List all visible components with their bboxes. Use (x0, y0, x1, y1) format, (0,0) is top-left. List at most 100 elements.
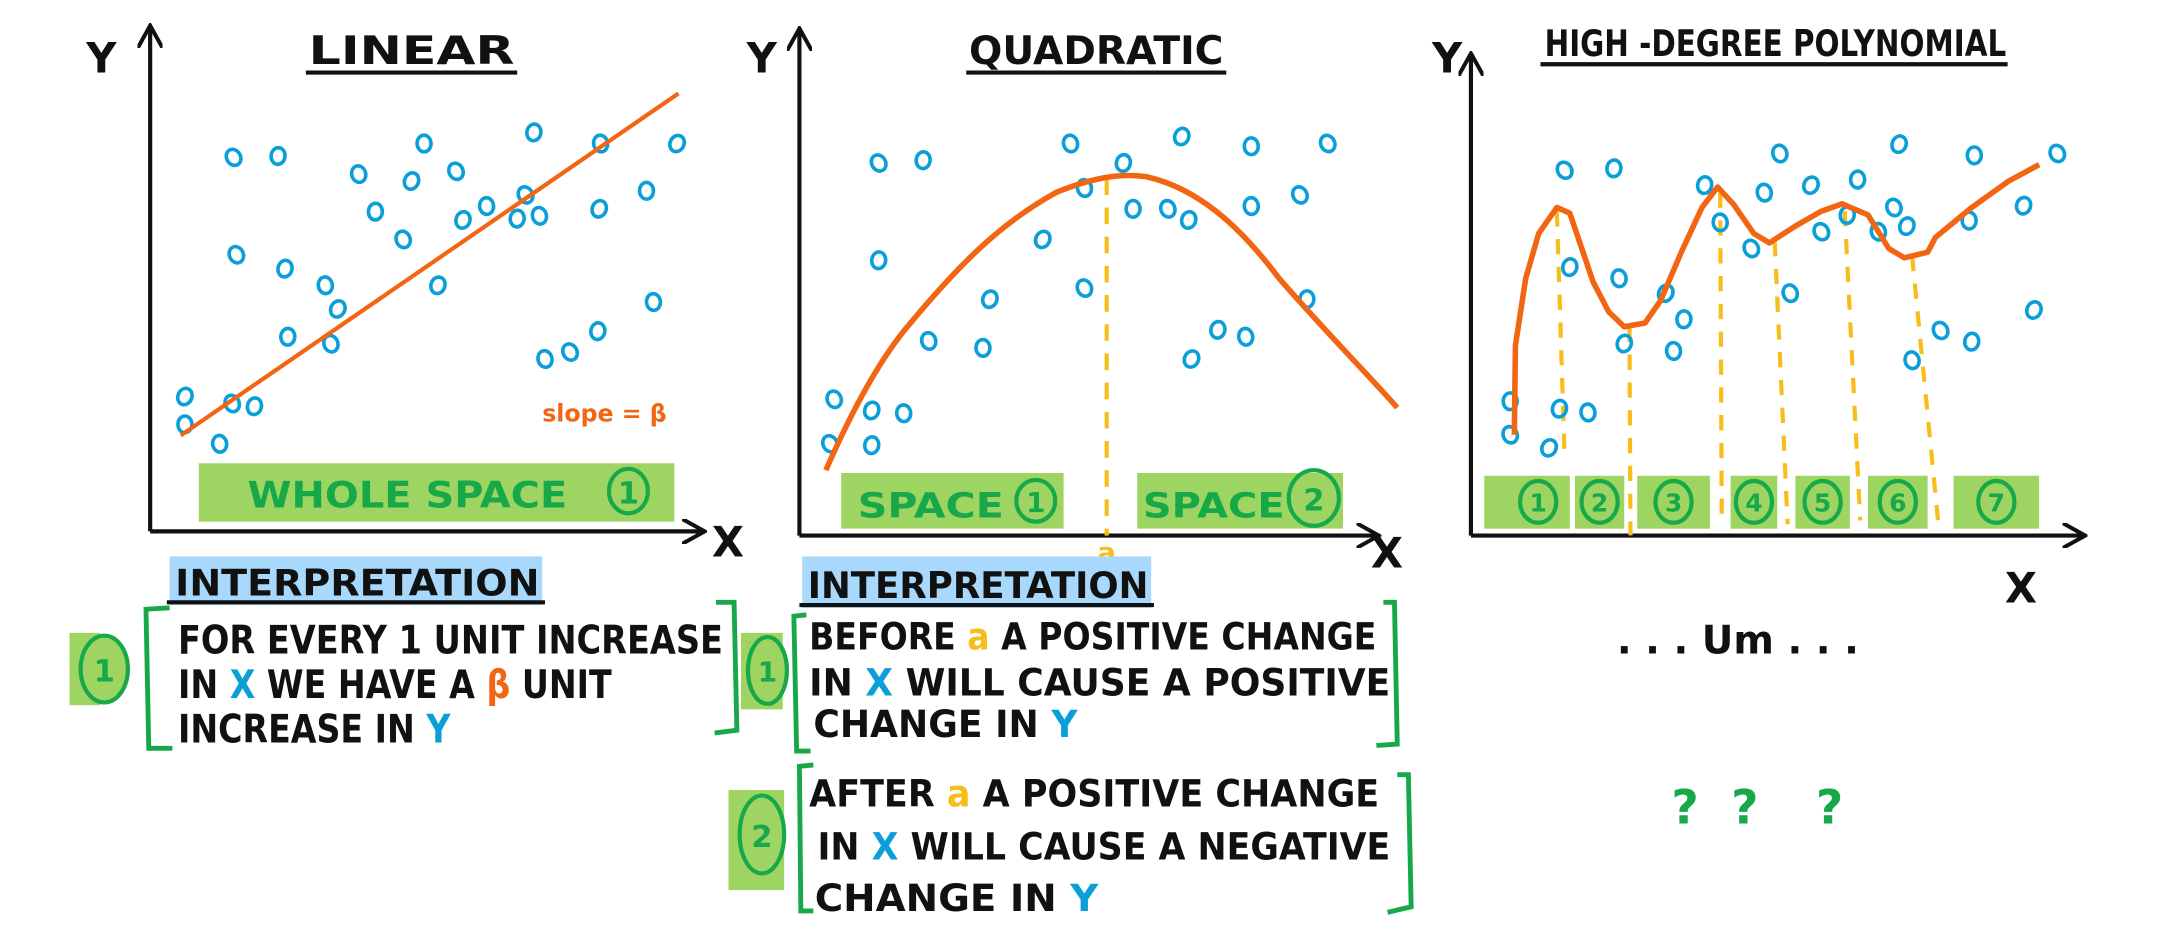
split-dashed-line (1772, 240, 1790, 525)
data-point (862, 435, 881, 456)
data-point (919, 330, 938, 351)
data-point (454, 209, 472, 231)
data-point (1770, 143, 1789, 164)
after-badge-circle (737, 793, 787, 876)
data-point (227, 244, 246, 265)
quadratic-fit-curve (823, 172, 1400, 472)
data-point (1114, 152, 1133, 174)
data-point (1695, 175, 1714, 196)
data-point (366, 201, 385, 222)
data-point (590, 198, 609, 219)
data-point (525, 122, 543, 143)
data-point (914, 150, 932, 171)
linear-interp-heading: INTERPRETATION (175, 561, 539, 604)
before-bracket-left (791, 612, 811, 754)
linear-interp-line-1: FOR EVERY 1 UNIT INCREASE (178, 619, 723, 664)
data-point (1555, 160, 1574, 181)
region-badge-number: 6 (1889, 489, 1906, 518)
data-point (869, 153, 888, 173)
linear-panel: LINEAR Y X slope = β WHOLE SPACE 1 INTER… (69, 28, 744, 753)
linear-y-label: Y (85, 34, 117, 83)
split-dashed-line (1627, 326, 1633, 536)
data-point (1290, 185, 1310, 205)
data-point (1610, 268, 1628, 289)
data-point (1812, 221, 1831, 242)
space-2-band (1137, 473, 1344, 529)
data-point (508, 208, 526, 229)
quadratic-interp-highlight (802, 556, 1152, 608)
data-point (1033, 229, 1052, 250)
data-point (825, 389, 844, 410)
data-point (1236, 326, 1255, 347)
data-point (589, 321, 607, 342)
data-point (637, 180, 656, 201)
question-mark-2: ? (1731, 780, 1758, 835)
data-point (402, 171, 421, 192)
question-mark-1: ? (1671, 780, 1698, 835)
data-point (516, 185, 535, 205)
data-point (429, 275, 447, 296)
data-point (415, 133, 433, 154)
whole-space-badge-circle (606, 466, 650, 516)
quadratic-x-label: X (1371, 529, 1403, 578)
region-badge-circle (1877, 478, 1918, 525)
region-badge-circle (1733, 478, 1775, 525)
region-badge-number: 1 (1529, 489, 1546, 518)
data-point (276, 258, 294, 279)
split-dashed-line (1842, 211, 1863, 521)
linear-badge-number: 1 (94, 655, 115, 690)
data-point (1172, 126, 1191, 147)
linear-interp-line-3: INCREASE IN Y (178, 708, 451, 753)
space-1-badge-number: 1 (1026, 486, 1045, 519)
data-point (394, 229, 413, 250)
data-point (980, 289, 999, 310)
data-point (349, 164, 368, 185)
before-line-3: CHANGE IN Y (813, 702, 1078, 746)
region-badge-number: 3 (1665, 489, 1682, 518)
data-point (175, 386, 194, 407)
before-line-2: IN X WILL CAUSE A POSITIVE (809, 660, 1390, 704)
linear-interp-highlight (169, 556, 543, 606)
data-point (1209, 319, 1227, 340)
data-point (668, 133, 687, 154)
region-badge-number: 5 (1814, 489, 1831, 518)
data-point (328, 299, 347, 319)
before-badge-number: 1 (758, 656, 777, 689)
polynomial-x-label: X (2005, 563, 2037, 612)
data-point (1579, 402, 1597, 423)
region-badge-number: 4 (1745, 489, 1762, 518)
region-band (1637, 475, 1710, 529)
after-bracket-right (1386, 772, 1414, 915)
data-point (1182, 349, 1201, 369)
region-band (1953, 475, 2040, 529)
quadratic-interp-heading: INTERPRETATION (808, 564, 1149, 607)
data-point (1242, 195, 1261, 217)
data-point (1962, 331, 1981, 352)
data-point (1884, 197, 1903, 218)
polynomial-panel: HIGH -DEGREE POLYNOMIAL Y X 1 2 3 4 5 6 7 . . … (1431, 22, 2083, 835)
after-badge-number: 2 (751, 820, 772, 855)
data-point (1711, 212, 1729, 233)
data-point (1801, 175, 1821, 196)
data-point (1560, 257, 1579, 278)
data-point (1664, 340, 1683, 362)
linear-interp-bracket-right (714, 599, 740, 736)
data-point (1848, 169, 1867, 190)
space-2-label: SPACE (1143, 486, 1285, 526)
um-text: . . . Um . . . (1617, 619, 1859, 664)
data-point (1781, 283, 1800, 304)
linear-badge-circle (78, 633, 130, 705)
space-2-badge-circle (1286, 468, 1341, 528)
data-point (245, 396, 264, 417)
split-dashed-line (1718, 192, 1724, 521)
data-point (536, 348, 554, 370)
space-1-badge-circle (1014, 477, 1058, 524)
data-point (530, 205, 549, 226)
data-point (1903, 350, 1921, 371)
after-line-1: AFTER a A POSITIVE CHANGE (809, 772, 1379, 816)
data-point (869, 250, 888, 271)
data-point (974, 337, 992, 359)
quadratic-panel: QUADRATIC Y X SPACE 1 SPACE 2 a INTERPRE… (728, 29, 1414, 920)
polynomial-fit-curve (1511, 162, 2041, 435)
space-1-label: SPACE (858, 486, 1004, 526)
